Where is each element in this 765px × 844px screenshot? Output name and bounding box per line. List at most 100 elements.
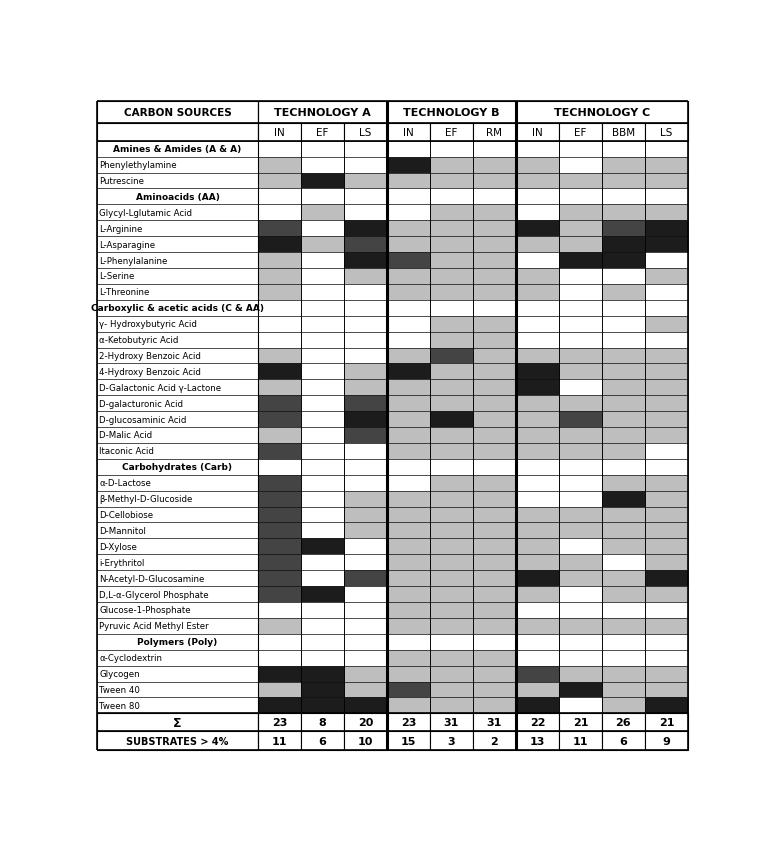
Bar: [559, 538, 602, 555]
Bar: [645, 555, 688, 571]
Bar: [258, 682, 301, 698]
Bar: [430, 731, 473, 750]
Bar: [97, 380, 258, 396]
Bar: [430, 412, 473, 428]
Bar: [473, 380, 516, 396]
Bar: [602, 571, 645, 587]
Bar: [430, 555, 473, 571]
Bar: [516, 587, 559, 603]
Bar: [301, 713, 344, 731]
Bar: [430, 333, 473, 348]
Bar: [301, 333, 344, 348]
Text: 20: 20: [358, 717, 373, 728]
Bar: [344, 587, 387, 603]
Bar: [602, 475, 645, 491]
Bar: [645, 348, 688, 364]
Bar: [97, 333, 258, 348]
Bar: [473, 284, 516, 300]
Bar: [258, 221, 301, 237]
Bar: [559, 316, 602, 333]
Bar: [258, 538, 301, 555]
Bar: [301, 300, 344, 316]
Bar: [97, 268, 258, 284]
Text: α-Ketobutyric Acid: α-Ketobutyric Acid: [99, 336, 178, 344]
Text: SUBSTRATES > 4%: SUBSTRATES > 4%: [126, 736, 229, 746]
Bar: [430, 300, 473, 316]
Bar: [559, 221, 602, 237]
Bar: [645, 158, 688, 173]
Bar: [602, 650, 645, 666]
Bar: [387, 713, 430, 731]
Bar: [602, 284, 645, 300]
Bar: [258, 571, 301, 587]
Text: IN: IN: [274, 127, 285, 138]
Text: 21: 21: [659, 717, 674, 728]
Bar: [344, 475, 387, 491]
Bar: [473, 316, 516, 333]
Bar: [387, 348, 430, 364]
Bar: [516, 396, 559, 412]
Bar: [559, 428, 602, 443]
Text: D-Mannitol: D-Mannitol: [99, 527, 146, 535]
Bar: [602, 698, 645, 713]
Bar: [387, 475, 430, 491]
Bar: [516, 459, 559, 475]
Text: Pyruvic Acid Methyl Ester: Pyruvic Acid Methyl Ester: [99, 621, 209, 630]
Bar: [97, 555, 258, 571]
Bar: [97, 650, 258, 666]
Bar: [516, 571, 559, 587]
Text: Glucose-1-Phosphate: Glucose-1-Phosphate: [99, 606, 190, 614]
Bar: [97, 666, 258, 682]
Text: 23: 23: [272, 717, 287, 728]
Bar: [344, 221, 387, 237]
Bar: [516, 682, 559, 698]
Bar: [430, 571, 473, 587]
Bar: [559, 173, 602, 189]
Text: LS: LS: [660, 127, 672, 138]
Bar: [473, 173, 516, 189]
Text: Putrescine: Putrescine: [99, 176, 144, 186]
Bar: [559, 522, 602, 538]
Text: Polymers (Poly): Polymers (Poly): [137, 637, 217, 647]
Bar: [301, 237, 344, 252]
Text: i-Erythritol: i-Erythritol: [99, 558, 145, 567]
Bar: [645, 603, 688, 618]
Bar: [473, 252, 516, 268]
Bar: [645, 634, 688, 650]
Bar: [516, 731, 559, 750]
Bar: [602, 316, 645, 333]
Bar: [344, 348, 387, 364]
Bar: [258, 124, 301, 142]
Bar: [387, 316, 430, 333]
Bar: [473, 348, 516, 364]
Bar: [559, 634, 602, 650]
Bar: [387, 205, 430, 221]
Bar: [387, 300, 430, 316]
Bar: [430, 666, 473, 682]
Bar: [602, 142, 645, 158]
Bar: [516, 634, 559, 650]
Text: IN: IN: [532, 127, 543, 138]
Bar: [258, 555, 301, 571]
Bar: [430, 284, 473, 300]
Text: 26: 26: [616, 717, 631, 728]
Bar: [559, 268, 602, 284]
Bar: [97, 173, 258, 189]
Bar: [430, 221, 473, 237]
Bar: [645, 491, 688, 507]
Bar: [430, 538, 473, 555]
Text: D-Galactonic Acid γ-Lactone: D-Galactonic Acid γ-Lactone: [99, 383, 221, 392]
Bar: [559, 507, 602, 522]
Bar: [387, 731, 430, 750]
Bar: [602, 587, 645, 603]
Bar: [473, 713, 516, 731]
Bar: [301, 380, 344, 396]
Text: IN: IN: [403, 127, 414, 138]
Bar: [602, 666, 645, 682]
Text: L-Phenylalanine: L-Phenylalanine: [99, 257, 168, 265]
Bar: [258, 713, 301, 731]
Bar: [258, 102, 387, 124]
Bar: [97, 571, 258, 587]
Bar: [344, 443, 387, 459]
Bar: [97, 396, 258, 412]
